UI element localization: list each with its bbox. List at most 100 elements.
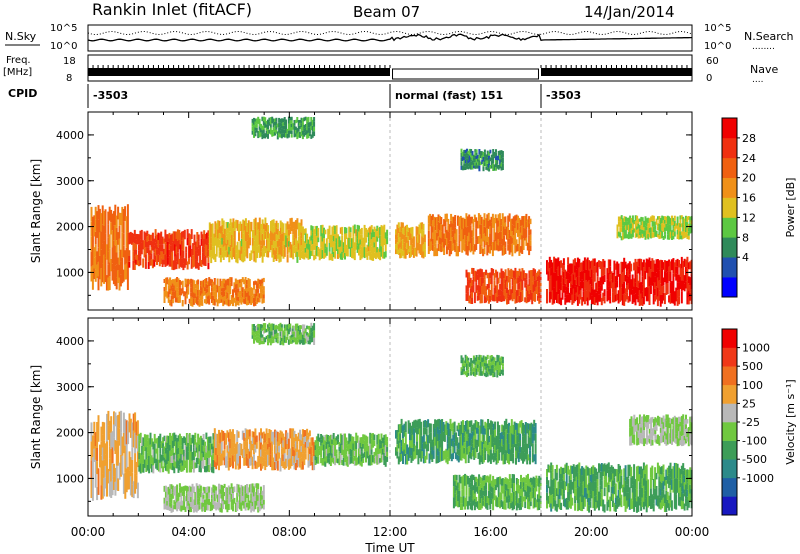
range-gate-cell <box>91 435 94 458</box>
range-gate-cell <box>380 455 383 463</box>
range-gate-cell <box>295 238 297 248</box>
range-gate-cell <box>226 245 229 252</box>
range-gate-cell <box>504 229 507 236</box>
range-gate-cell <box>306 125 309 131</box>
range-gate-cell <box>501 453 504 461</box>
range-gate-cell <box>461 241 464 253</box>
range-gate-cell <box>164 465 167 471</box>
range-gate-cell <box>501 478 504 486</box>
range-gate-cell <box>479 214 482 225</box>
range-gate-cell <box>579 468 582 483</box>
range-gate-cell <box>468 487 471 497</box>
range-gate-cell <box>467 150 470 154</box>
range-gate-cell <box>100 485 103 500</box>
range-gate-cell <box>464 153 467 157</box>
range-gate-cell <box>647 273 650 288</box>
range-gate-cell <box>447 218 450 226</box>
range-gate-cell <box>607 484 610 493</box>
range-gate-cell <box>161 251 164 260</box>
range-gate-cell <box>185 258 188 266</box>
range-gate-cell <box>225 487 227 492</box>
range-gate-cell <box>358 249 360 256</box>
range-gate-cell <box>504 241 507 248</box>
range-gate-cell <box>550 275 553 284</box>
range-gate-cell <box>254 483 257 488</box>
range-gate-cell <box>219 286 222 295</box>
range-gate-cell <box>206 245 208 252</box>
range-gate-cell <box>307 239 310 250</box>
range-gate-cell <box>213 291 216 299</box>
range-gate-cell <box>111 447 114 464</box>
range-gate-cell <box>673 215 676 221</box>
range-gate-cell <box>299 122 302 126</box>
range-gate-cell <box>409 434 411 441</box>
range-gate-cell <box>466 440 469 448</box>
range-gate-cell <box>236 441 239 454</box>
range-gate-cell <box>436 232 439 241</box>
range-gate-cell <box>154 255 157 262</box>
range-gate-cell <box>179 255 182 267</box>
range-gate-cell <box>493 280 496 288</box>
range-gate-cell <box>458 243 461 252</box>
range-gate-cell <box>445 246 448 255</box>
range-gate-cell <box>407 249 410 254</box>
range-gate-cell <box>460 161 463 166</box>
range-gate-cell <box>561 467 564 479</box>
range-gate-cell <box>283 453 286 462</box>
range-gate-cell <box>598 294 600 302</box>
range-gate-cell <box>195 492 198 503</box>
range-gate-cell <box>280 460 283 467</box>
range-gate-cell <box>536 271 539 277</box>
range-gate-cell <box>668 273 671 281</box>
range-gate-cell <box>250 507 253 513</box>
range-gate-cell <box>641 468 644 479</box>
range-gate-cell <box>418 418 421 429</box>
range-gate-cell <box>234 289 237 296</box>
range-gate-cell <box>212 504 215 509</box>
range-gate-cell <box>358 456 360 464</box>
range-gate-cell <box>246 488 248 494</box>
range-gate-cell <box>363 236 366 248</box>
range-gate-cell <box>471 298 474 304</box>
range-gate-cell <box>255 288 258 297</box>
range-gate-cell <box>308 448 311 455</box>
range-gate-cell <box>162 454 165 461</box>
range-gate-cell <box>146 452 149 459</box>
range-gate-cell <box>428 423 431 434</box>
range-gate-cell <box>630 233 633 239</box>
range-gate-cell <box>477 434 480 441</box>
range-gate-cell <box>531 424 534 434</box>
range-gate-cell <box>675 259 678 267</box>
range-gate-cell <box>321 442 324 451</box>
range-gate-cell <box>534 478 536 488</box>
range-gate-cell <box>641 497 644 508</box>
range-gate-cell <box>166 277 169 285</box>
range-gate-cell <box>497 239 500 246</box>
range-gate-cell <box>235 219 238 229</box>
range-gate-cell <box>401 239 404 245</box>
range-gate-cell <box>596 493 599 501</box>
range-gate-cell <box>254 293 257 298</box>
range-gate-cell <box>355 242 358 250</box>
range-gate-cell <box>451 230 454 238</box>
range-gate-cell <box>173 279 176 286</box>
range-gate-cell <box>551 486 554 495</box>
range-gate-cell <box>472 228 475 237</box>
range-gate-cell <box>262 294 265 299</box>
range-gate-cell <box>487 419 490 428</box>
range-gate-cell <box>687 223 690 228</box>
range-gate-cell <box>397 227 400 234</box>
range-gate-cell <box>419 244 422 255</box>
range-gate-cell <box>331 233 334 241</box>
range-gate-cell <box>489 272 492 279</box>
range-gate-cell <box>337 249 339 254</box>
range-gate-cell <box>582 270 585 282</box>
range-gate-cell <box>659 231 662 239</box>
range-gate-cell <box>156 244 158 250</box>
range-gate-cell <box>490 284 493 293</box>
range-gate-cell <box>478 498 481 510</box>
range-gate-cell <box>254 253 257 263</box>
range-gate-cell <box>118 238 121 252</box>
range-gate-cell <box>205 498 208 505</box>
range-gate-cell <box>184 460 187 468</box>
